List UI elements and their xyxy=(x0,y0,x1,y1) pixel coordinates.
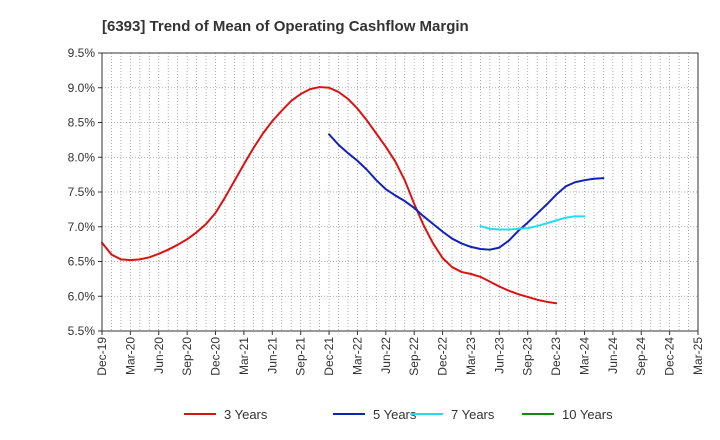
y-axis: 9.5% 9.0% 8.5% 8.0% 7.5% 7.0% 6.5% 6.0% 5.5% xyxy=(68,46,102,338)
series-line-7-years xyxy=(479,215,586,231)
x-tick-label: Sep-22 xyxy=(407,337,421,376)
x-tick-label: Mar-23 xyxy=(464,337,478,375)
series-line-5-years xyxy=(328,133,605,251)
x-tick-label: Jun-23 xyxy=(492,337,506,374)
x-tick-label: Jun-20 xyxy=(152,337,166,374)
x-tick-label: Mar-20 xyxy=(123,337,137,375)
y-tick-label: 7.0% xyxy=(68,220,96,234)
x-tick-label: Sep-20 xyxy=(180,337,194,376)
x-tick-label: Dec-23 xyxy=(549,337,563,376)
legend-label-3-years: 3 Years xyxy=(224,407,268,422)
x-tick-label: Jun-21 xyxy=(265,337,279,374)
y-tick-label: 6.5% xyxy=(68,255,96,269)
x-tick-label: Sep-23 xyxy=(521,337,535,376)
x-tick-label: Dec-19 xyxy=(95,337,109,376)
x-tick-label: Mar-21 xyxy=(237,337,251,375)
y-tick-label: 9.0% xyxy=(68,81,96,95)
y-tick-label: 8.0% xyxy=(68,150,96,164)
legend-label-5-years: 5 Years xyxy=(373,407,417,422)
y-tick-label: 5.5% xyxy=(68,324,96,338)
y-tick-label: 9.5% xyxy=(68,46,96,60)
x-tick-label: Jun-24 xyxy=(606,337,620,374)
x-tick-label: Jun-22 xyxy=(379,337,393,374)
x-axis: Dec-19 Mar-20 Jun-20 Sep-20 Dec-20 Mar-21 Jun-… xyxy=(95,331,705,376)
x-tick-label: Dec-20 xyxy=(209,337,223,376)
legend-label-7-years: 7 Years xyxy=(451,407,495,422)
x-tick-label: Mar-25 xyxy=(691,337,705,375)
x-tick-label: Mar-24 xyxy=(577,337,591,375)
y-tick-label: 6.0% xyxy=(68,289,96,303)
x-tick-label: Sep-24 xyxy=(634,337,648,376)
x-tick-label: Dec-21 xyxy=(322,337,336,376)
x-tick-label: Sep-21 xyxy=(294,337,308,376)
legend-label-10-years: 10 Years xyxy=(562,407,613,422)
x-tick-label: Dec-22 xyxy=(436,337,450,376)
grid xyxy=(102,53,698,331)
chart-title: [6393] Trend of Mean of Operating Cashfl… xyxy=(102,18,469,35)
y-tick-label: 8.5% xyxy=(68,116,96,130)
x-tick-label: Dec-24 xyxy=(663,337,677,376)
y-tick-label: 7.5% xyxy=(68,185,96,199)
legend: 3 Years 5 Years 7 Years 10 Years xyxy=(184,407,613,422)
series-line-3-years xyxy=(101,86,558,305)
x-tick-label: Mar-22 xyxy=(350,337,364,375)
series-group xyxy=(101,86,605,305)
